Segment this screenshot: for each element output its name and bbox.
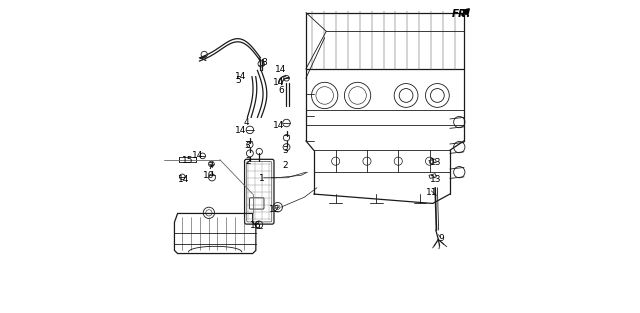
Text: 6: 6 <box>278 86 284 95</box>
Text: 16: 16 <box>250 222 262 230</box>
Text: 14: 14 <box>275 65 286 74</box>
Text: 13: 13 <box>430 158 442 167</box>
Text: 14: 14 <box>191 151 203 160</box>
Text: 9: 9 <box>438 234 444 243</box>
Text: 8: 8 <box>261 58 267 67</box>
Text: 14: 14 <box>273 121 284 130</box>
FancyArrow shape <box>461 9 469 16</box>
Text: FR.: FR. <box>451 9 471 19</box>
Text: 10: 10 <box>203 171 214 180</box>
Text: 3: 3 <box>282 146 288 155</box>
Text: 12: 12 <box>269 205 280 214</box>
Text: 13: 13 <box>430 175 442 183</box>
Text: 2: 2 <box>283 162 289 170</box>
Text: 14: 14 <box>177 176 189 184</box>
Text: 11: 11 <box>426 188 438 197</box>
Text: 7: 7 <box>207 162 212 171</box>
Text: 5: 5 <box>235 76 241 85</box>
Text: 4: 4 <box>244 118 249 126</box>
Bar <box>179 157 196 162</box>
Text: 1: 1 <box>259 174 265 183</box>
Text: 14: 14 <box>235 126 246 135</box>
Text: 14: 14 <box>273 79 284 87</box>
Text: 3: 3 <box>244 141 250 150</box>
Text: 15: 15 <box>182 156 193 165</box>
Text: 14: 14 <box>235 72 246 80</box>
Text: 2: 2 <box>245 157 251 166</box>
